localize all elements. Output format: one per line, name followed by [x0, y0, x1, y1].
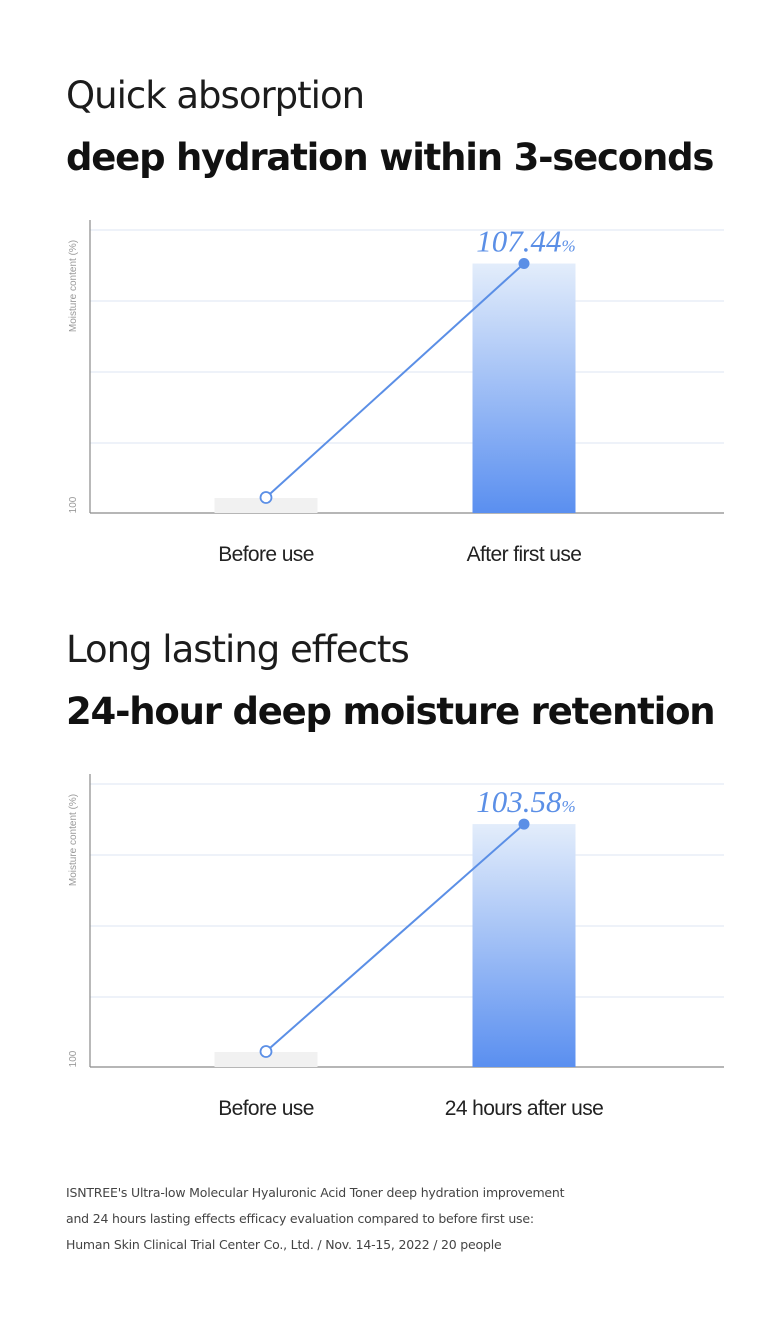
chart-1-point-before [259, 491, 273, 504]
chart-2-trend-line [265, 823, 525, 1053]
chart-1-y-tick-label: 100 [68, 496, 79, 513]
chart-1-data-label: 107.44% [476, 224, 575, 259]
chart-1-category-label: Before use [218, 543, 314, 566]
chart-1-bar-before [214, 498, 318, 513]
chart-2-category-label: Before use [218, 1097, 314, 1120]
footnote: ISNTREE's Ultra-low Molecular Hyaluronic… [66, 1180, 706, 1258]
chart-2-point-before [259, 1045, 273, 1058]
chart-2-point-after [518, 818, 530, 830]
chart-1: Moisture content (%) 100 107.44% Before use… [60, 210, 730, 580]
chart-1-trend-line [265, 262, 525, 499]
chart-1-bar-after [472, 263, 576, 513]
chart-2-y-tick-label: 100 [68, 1050, 79, 1067]
footnote-line-3: Human Skin Clinical Trial Center Co., Lt… [66, 1237, 502, 1252]
section-1-heading-bold: deep hydration within 3-seconds [66, 136, 714, 179]
footnote-line-2: and 24 hours lasting effects efficacy ev… [66, 1211, 534, 1226]
chart-2-data-label-unit: % [562, 797, 576, 816]
chart-2-category-label: 24 hours after use [445, 1097, 603, 1120]
chart-2: Moisture content (%) 100 103.58% Before use… [60, 764, 730, 1134]
chart-1-point-after [518, 258, 530, 270]
footnote-line-1: ISNTREE's Ultra-low Molecular Hyaluronic… [66, 1185, 565, 1200]
chart-1-data-label-unit: % [562, 237, 576, 256]
chart-1-y-axis-label: Moisture content (%) [68, 240, 79, 332]
section-1-heading-light: Quick absorption [66, 74, 365, 117]
chart-2-data-label: 103.58% [476, 784, 575, 819]
chart-1-data-label-number: 107.44 [476, 224, 561, 259]
section-2-heading-bold: 24-hour deep moisture retention [66, 690, 716, 733]
chart-1-category-label: After first use [467, 543, 582, 566]
chart-2-svg: Moisture content (%) 100 103.58% Before use… [68, 774, 724, 1120]
chart-2-data-label-number: 103.58 [476, 784, 562, 819]
chart-1-svg: Moisture content (%) 100 107.44% Before use… [68, 220, 724, 566]
section-2-heading-light: Long lasting effects [66, 628, 410, 671]
chart-2-y-axis-label: Moisture content (%) [68, 794, 79, 886]
chart-2-bar-after [472, 824, 576, 1067]
chart-2-bar-before [214, 1052, 318, 1067]
